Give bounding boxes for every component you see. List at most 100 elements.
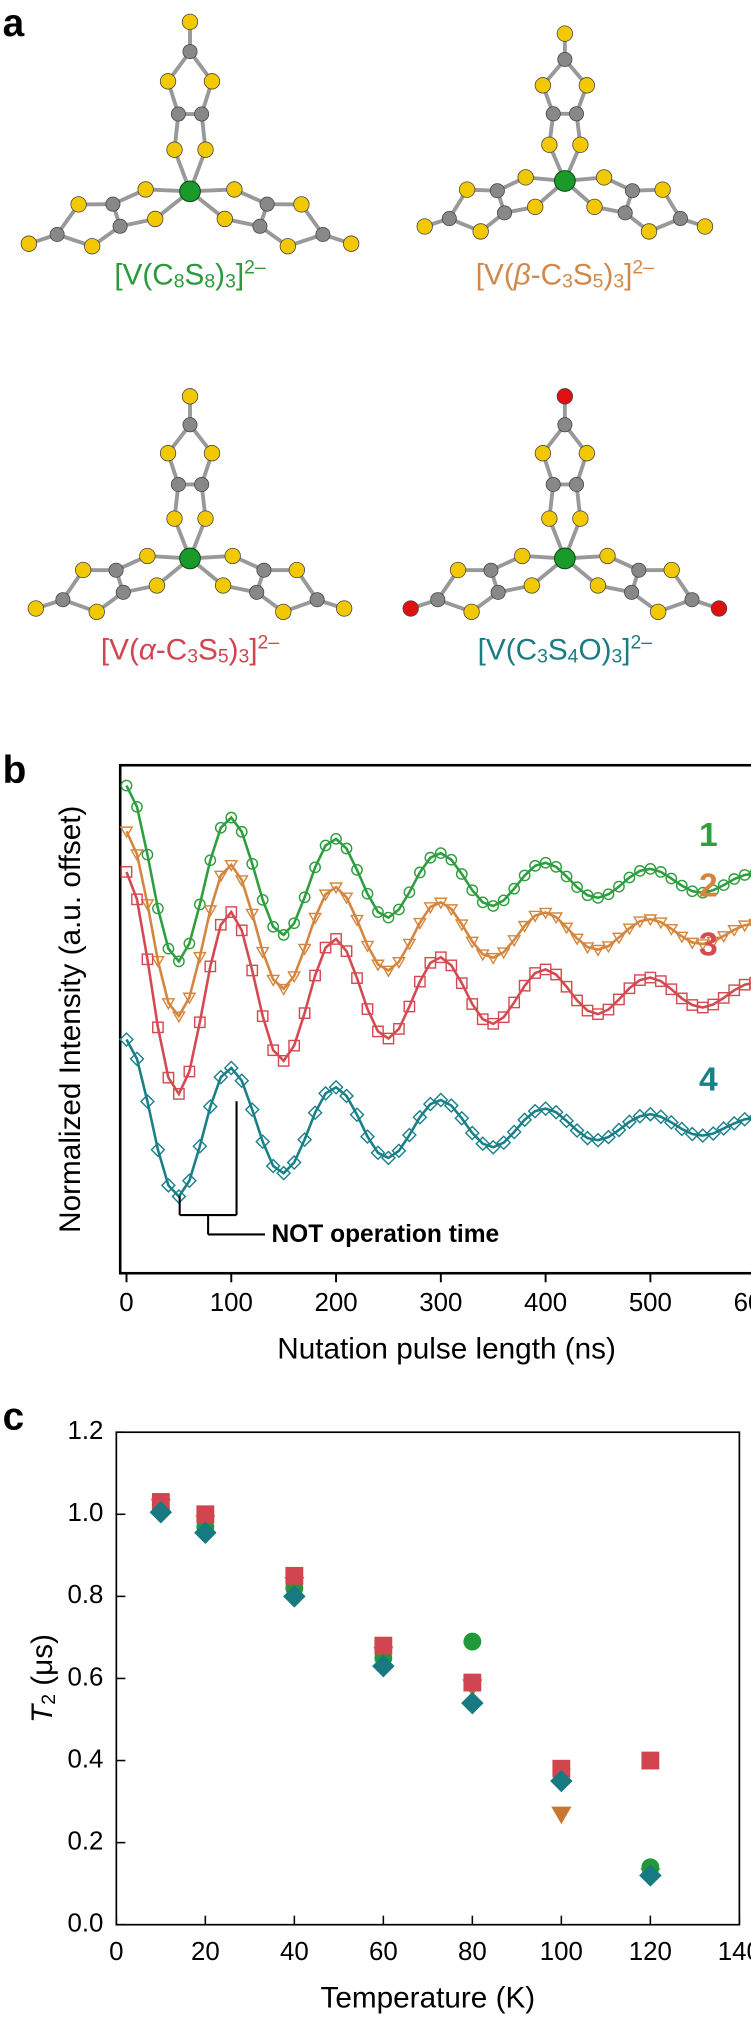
atom (181, 13, 199, 31)
point (256, 893, 269, 906)
point (641, 1751, 660, 1770)
series-label: 3 (699, 926, 718, 963)
point (717, 992, 730, 1004)
x-tick-label: 100 (540, 1938, 583, 1966)
point (665, 872, 678, 885)
formula-part: 2– (631, 631, 653, 653)
atom (182, 44, 198, 60)
point (150, 1142, 166, 1158)
atom (624, 584, 640, 600)
formula: [V(C8S8)3]2– (114, 256, 266, 292)
formula-part: [V( (101, 633, 139, 666)
point (298, 1007, 311, 1020)
point (550, 860, 562, 873)
point (120, 866, 133, 878)
point (654, 975, 667, 988)
point (267, 920, 280, 933)
formula-part: O) (578, 633, 611, 666)
point (445, 853, 458, 866)
point (613, 880, 625, 893)
formula-part: 3 (611, 645, 622, 667)
point (285, 1566, 304, 1585)
point (433, 1092, 449, 1108)
atom (631, 562, 647, 578)
point (119, 1032, 134, 1048)
atom (578, 445, 595, 462)
atom (226, 181, 243, 198)
point (487, 1017, 500, 1030)
x-tick-label: 100 (210, 1289, 253, 1317)
point (486, 952, 501, 965)
point (308, 912, 323, 925)
atom (557, 51, 573, 67)
atom (624, 183, 640, 199)
y-tick-label: 0.4 (67, 1745, 103, 1773)
formula-part: 3 (613, 270, 624, 292)
formula-part: ] (622, 633, 630, 666)
point (654, 866, 667, 878)
point (476, 896, 489, 909)
point (277, 1055, 290, 1067)
point (455, 868, 468, 880)
point (508, 996, 521, 1009)
atom (20, 235, 37, 252)
point (642, 1106, 658, 1122)
point (559, 922, 574, 935)
x-tick-label: 600 (734, 1289, 751, 1317)
point (276, 983, 291, 996)
point (403, 1000, 416, 1013)
atom (514, 547, 531, 565)
point (413, 975, 426, 988)
point (393, 903, 405, 916)
point (539, 856, 552, 869)
point (372, 1025, 384, 1038)
atom (55, 592, 71, 608)
point (234, 875, 249, 888)
point (639, 1864, 662, 1887)
point (298, 891, 311, 904)
point (351, 864, 363, 876)
point (412, 917, 427, 930)
chart-b: 0 100 200 300 400 500 600 Nutation pulse length… (54, 763, 751, 1366)
point (475, 1136, 491, 1152)
point (255, 1134, 271, 1150)
atom (147, 210, 164, 228)
atom (402, 600, 419, 617)
point (602, 1003, 615, 1016)
atom (599, 547, 616, 565)
point (496, 1135, 512, 1151)
point (424, 851, 437, 864)
formula-part: ] (624, 258, 632, 291)
point (538, 1101, 554, 1117)
x-tick-label: 400 (524, 1289, 567, 1317)
y-tick-label: 0.2 (67, 1827, 103, 1855)
point (360, 1129, 375, 1145)
formula-part: ) (215, 258, 225, 291)
atom (256, 562, 272, 578)
y-tick-label: 0.8 (67, 1581, 103, 1609)
point (319, 839, 332, 852)
point (423, 902, 438, 915)
atom (166, 510, 183, 527)
point (119, 826, 134, 839)
point (434, 847, 447, 859)
x-tick-label: 0 (109, 1938, 123, 1966)
point (591, 944, 605, 957)
metal-atom (179, 180, 201, 203)
atom (203, 73, 221, 90)
atom (139, 547, 156, 565)
point (382, 1032, 395, 1045)
formula-part: 5 (218, 645, 229, 667)
point (517, 920, 532, 933)
point (465, 936, 480, 949)
point (214, 821, 227, 834)
point (466, 884, 479, 897)
formula-part: ] (249, 633, 257, 666)
x-tick-label: 140 (718, 1938, 751, 1966)
atom (112, 218, 128, 234)
atom (649, 603, 667, 620)
atom (197, 141, 214, 158)
formula-part: 5 (593, 270, 604, 292)
point (569, 1123, 585, 1138)
